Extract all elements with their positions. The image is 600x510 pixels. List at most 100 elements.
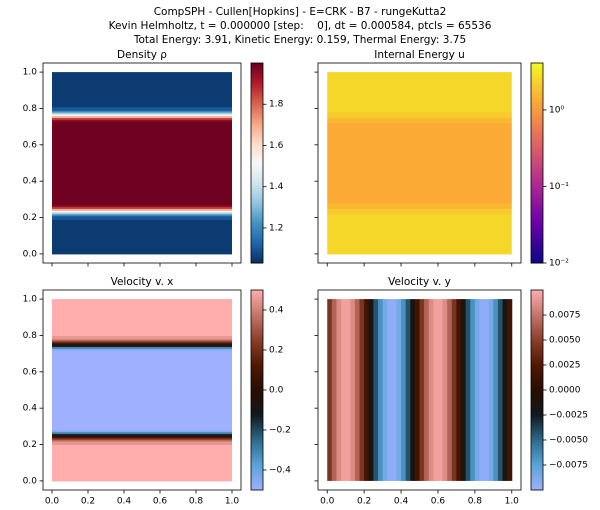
colorbar-swatch [531,377,543,381]
colorbar-swatch [251,465,263,468]
colorbar-swatch [251,85,263,89]
colorbar-swatch [251,193,263,196]
colorbar-swatch [251,415,263,418]
colorbar-swatch [251,178,263,181]
panel-title: Velocity v. x [111,276,174,288]
cell [52,115,232,119]
colorbar-swatch [251,198,263,201]
cell [410,299,416,481]
x-tick-label: 0.6 [153,497,168,507]
colorbar-swatch [531,185,543,189]
colorbar-tick-label: 10⁻² [549,259,569,269]
cell [442,299,448,481]
colorbar-swatch [531,95,543,99]
x-tick-label: 0.4 [117,497,132,507]
colorbar-swatch [531,150,543,154]
cell [419,299,425,481]
colorbar-swatch [531,100,543,104]
colorbar-swatch [251,440,263,443]
colorbar-swatch [251,427,263,431]
colorbar-swatch [531,225,543,229]
cell [52,110,232,113]
colorbar-swatch [251,120,263,124]
colorbar-swatch [251,100,263,104]
colorbar-swatch [531,372,543,376]
colorbar-swatch [531,70,543,74]
cell [52,113,232,117]
colorbar-swatch [531,83,543,86]
cell [52,219,232,255]
colorbar-swatch [251,292,263,296]
colorbar-swatch [531,327,543,331]
cell [52,215,232,220]
colorbar-swatch [531,390,543,393]
colorbar-swatch [531,215,543,219]
colorbar-swatch [531,400,543,403]
colorbar-frame [250,62,264,264]
colorbar-swatch [531,297,543,301]
cell [52,433,232,436]
colorbar-swatch [531,183,543,186]
colorbar-swatch [251,445,263,448]
axes-frame [42,289,242,491]
colorbar-swatch [251,138,263,141]
colorbar-swatch [531,108,543,111]
colorbar-swatch [251,240,263,244]
colorbar-swatch [251,140,263,144]
colorbar-swatch [251,352,263,356]
colorbar-swatch [531,240,543,244]
colorbar-swatch [251,307,263,311]
cell [52,112,232,115]
colorbar-swatch [531,405,543,408]
colorbar-tick-label: 1.4 [269,182,284,192]
colorbar-swatch [251,220,263,224]
colorbar-swatch [531,168,543,171]
colorbar-swatch [531,228,543,231]
cell [52,208,232,211]
cell [327,117,512,124]
colorbar-swatch [251,405,263,408]
colorbar-swatch [531,73,543,76]
cell [52,117,232,120]
colorbar-swatch [251,238,263,241]
colorbar-swatch [531,90,543,94]
colorbar-swatch [251,160,263,164]
colorbar-swatch [251,165,263,169]
colorbar-swatch [531,98,543,101]
colorbar-swatch [251,315,263,318]
colorbar-swatch [531,367,543,371]
colorbar-swatch [531,113,543,116]
colorbar-swatch [531,175,543,179]
colorbar-swatch [531,245,543,249]
colorbar-swatch [531,155,543,159]
colorbar-swatch [531,332,543,336]
cell [396,299,402,481]
cell [401,299,407,481]
colorbar-swatch [531,78,543,81]
colorbar-swatch [251,377,263,381]
colorbar-swatch [531,65,543,69]
colorbar-swatch [251,475,263,478]
colorbar-swatch [251,105,263,109]
colorbar-swatch [251,183,263,186]
colorbar-swatch [531,305,543,308]
x-tick-label: 0.8 [468,497,483,507]
cell [447,299,453,481]
colorbar-swatch [531,158,543,161]
colorbar-swatch [251,253,263,256]
colorbar-tick-label: 0.0075 [549,311,581,321]
cell [327,213,512,255]
colorbar-swatch [251,460,263,463]
colorbar-swatch [531,352,543,356]
colorbar-swatch [251,225,263,229]
colorbar-swatch [251,435,263,438]
colorbar-swatch [531,292,543,296]
colorbar-swatch [531,420,543,423]
colorbar-swatch [531,138,543,141]
colorbar-swatch [251,350,263,353]
colorbar-swatch [531,135,543,139]
colorbar-tick-label: 0.2 [269,346,283,356]
colorbar-swatch [531,395,543,398]
x-tick-label: 0.0 [45,497,60,507]
